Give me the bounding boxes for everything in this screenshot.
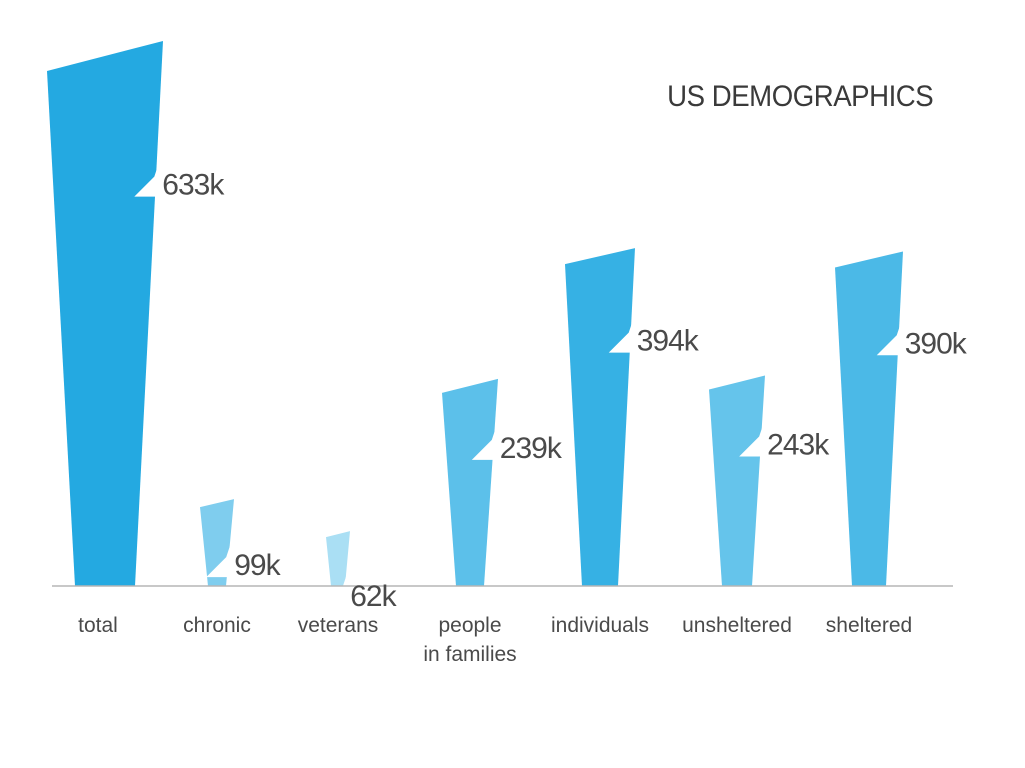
category-label-6: sheltered	[826, 614, 912, 637]
value-callout-0	[134, 164, 159, 197]
bar-2	[326, 531, 350, 586]
value-callout-1	[206, 545, 231, 578]
value-callout-6	[876, 323, 901, 356]
bar-5	[709, 375, 765, 586]
value-callout-4	[608, 320, 633, 353]
value-labels-group: 633k 99k 62k 239k 394k 243k 390k	[162, 169, 968, 613]
value-label-1: 99k	[234, 549, 281, 582]
category-label-0: total	[78, 614, 118, 637]
value-label-2: 62k	[350, 580, 397, 613]
bar-4	[565, 248, 635, 586]
category-label-1: chronic	[183, 614, 251, 637]
category-label-2: veterans	[298, 614, 379, 637]
value-callout-2	[322, 576, 347, 609]
bars-group	[47, 41, 903, 609]
category-label-5: unsheltered	[682, 614, 792, 637]
value-label-6: 390k	[905, 327, 968, 360]
category-labels-group: total chronic veterans people in families ind…	[78, 614, 912, 666]
value-label-5: 243k	[767, 429, 830, 462]
bar-6	[835, 251, 903, 586]
bar-0	[47, 41, 163, 586]
bar-3	[442, 378, 498, 586]
category-label-3: people in families	[423, 614, 516, 666]
value-label-4: 394k	[637, 325, 700, 358]
value-label-3: 239k	[500, 432, 563, 465]
value-callout-3	[471, 427, 496, 460]
value-label-0: 633k	[162, 169, 225, 202]
value-callout-5	[739, 424, 764, 457]
category-label-4: individuals	[551, 614, 649, 637]
chart-title: US DEMOGRAPHICS	[666, 80, 934, 113]
